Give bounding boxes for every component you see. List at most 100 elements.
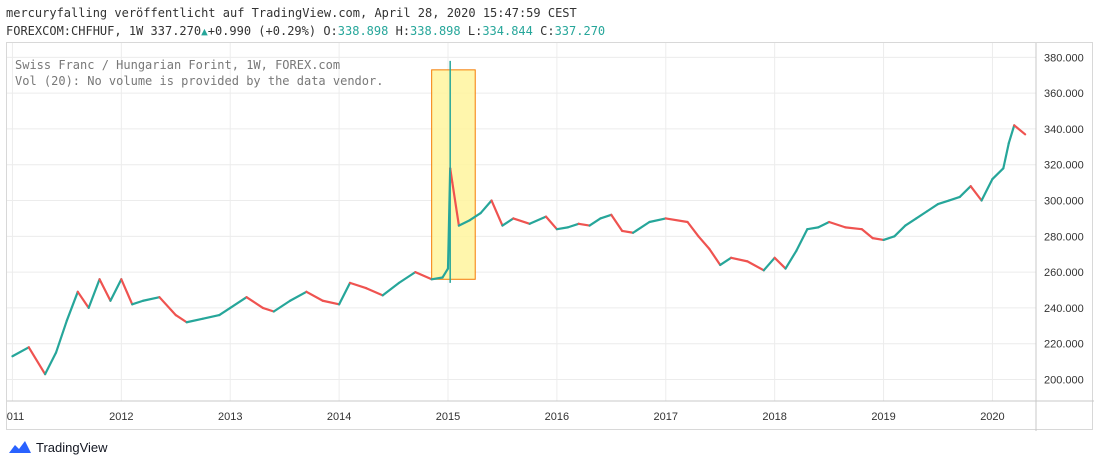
price-segment <box>441 267 450 279</box>
price-segment <box>697 235 711 250</box>
price-segment <box>65 290 79 322</box>
price-segment <box>1013 124 1027 136</box>
price-segment <box>544 215 558 231</box>
low-value: 334.844 <box>482 24 533 38</box>
price-segment <box>120 278 134 306</box>
price-segment <box>915 210 929 220</box>
y-tick-label: 240.000 <box>1044 303 1084 315</box>
price-segment <box>1002 142 1010 170</box>
price-segment <box>272 299 292 313</box>
price-segment <box>338 281 352 306</box>
price-segment <box>610 213 624 233</box>
x-tick-label: 2017 <box>654 411 678 423</box>
y-tick-label: 300.000 <box>1044 196 1084 208</box>
y-tick-label: 340.000 <box>1044 124 1084 136</box>
price-segment <box>664 217 689 224</box>
price-chart[interactable]: 200.000 220.000 240.000 260.000 280.000 300.0… <box>1 43 1094 431</box>
chart-area[interactable]: 200.000 220.000 240.000 260.000 280.000 300.0… <box>1 42 1094 431</box>
price-segment <box>566 222 580 229</box>
price-segment <box>479 199 493 215</box>
price-segment <box>289 290 308 302</box>
price-segment <box>991 167 1005 181</box>
y-tick-label: 260.000 <box>1044 267 1084 279</box>
chart-legend-title: Swiss Franc / Hungarian Forint, 1W, FORE… <box>15 58 341 72</box>
tradingview-brand: TradingView <box>36 439 108 455</box>
price-segment <box>174 313 188 324</box>
price-segment <box>648 217 667 224</box>
price-segment <box>871 237 885 241</box>
price-segment <box>185 317 205 324</box>
price-segment <box>381 281 401 297</box>
high-label: H: <box>395 24 411 38</box>
price-segment <box>773 256 787 270</box>
price-segment <box>245 296 264 310</box>
price-segment <box>958 185 972 199</box>
x-tick-label: 2018 <box>762 411 786 423</box>
y-tick-label: 200.000 <box>1044 375 1084 387</box>
tradingview-footer[interactable]: TradingView <box>8 439 108 455</box>
price-segment <box>451 181 460 227</box>
symbol-ohlc-line: FOREXCOM:CHFHUF, 1W 337.270▲+0.990 (+0.2… <box>6 24 605 38</box>
price-segment <box>844 226 863 231</box>
price-segment <box>621 229 635 234</box>
price-change: +0.990 (+0.29%) <box>207 24 317 38</box>
price-segment <box>806 226 820 231</box>
price-segment <box>201 313 221 320</box>
price-segment <box>397 271 417 284</box>
x-tick-label: 2014 <box>327 411 351 423</box>
price-segment <box>44 351 58 376</box>
price-segment <box>501 217 515 227</box>
price-segment <box>686 220 700 238</box>
price-segment <box>926 203 940 213</box>
price-segment <box>947 195 961 202</box>
price-segment <box>577 222 591 227</box>
price-segment <box>365 287 384 297</box>
price-segment <box>555 226 569 231</box>
price-segment <box>430 276 444 281</box>
price-segment <box>158 296 177 317</box>
price-segment <box>828 220 847 229</box>
up-triangle-icon: ▲ <box>201 25 208 38</box>
price-segment <box>969 185 983 202</box>
price-segment <box>528 215 548 225</box>
price-segment <box>98 278 112 302</box>
price-segment <box>218 306 232 317</box>
symbol-label[interactable]: FOREXCOM:CHFHUF, 1W <box>6 24 144 38</box>
y-tick-label: 220.000 <box>1044 339 1084 351</box>
x-tick-label: 2012 <box>109 411 133 423</box>
y-tick-label: 380.000 <box>1044 52 1084 64</box>
price-segment <box>882 235 896 241</box>
price-segment <box>784 249 798 270</box>
price-segment <box>348 281 368 290</box>
last-price: 337.270 <box>150 24 202 38</box>
price-segment <box>708 247 722 267</box>
price-segment <box>588 217 602 227</box>
price-segment <box>321 299 341 306</box>
price-segment <box>414 271 433 281</box>
tradingview-logo-icon <box>9 441 31 453</box>
open-value: 338.898 <box>337 24 389 38</box>
x-tick-label: 2013 <box>218 411 242 423</box>
price-segment <box>936 199 950 206</box>
price-segment <box>142 296 161 302</box>
price-segment <box>817 220 831 229</box>
price-segment <box>87 278 101 310</box>
price-segment <box>76 290 90 310</box>
price-segment <box>719 256 733 267</box>
y-tick-label: 360.000 <box>1044 88 1084 100</box>
x-tick-label: 2015 <box>436 411 460 423</box>
publish-line: mercuryfalling veröffentlicht auf Tradin… <box>6 6 577 20</box>
x-tick-label: 2011 <box>7 411 24 423</box>
volume-note: Vol (20): No volume is provided by the d… <box>15 74 384 88</box>
price-segment <box>261 306 275 313</box>
open-label: O: <box>323 24 338 38</box>
price-segment <box>893 224 907 238</box>
price-segment <box>1007 124 1016 145</box>
price-segment <box>762 256 776 272</box>
price-segment <box>131 299 145 306</box>
y-tick-label: 280.000 <box>1044 231 1084 243</box>
price-segment <box>11 346 30 358</box>
y-tick-label: 320.000 <box>1044 160 1084 172</box>
low-label: L: <box>467 24 483 38</box>
price-segment <box>730 256 749 263</box>
